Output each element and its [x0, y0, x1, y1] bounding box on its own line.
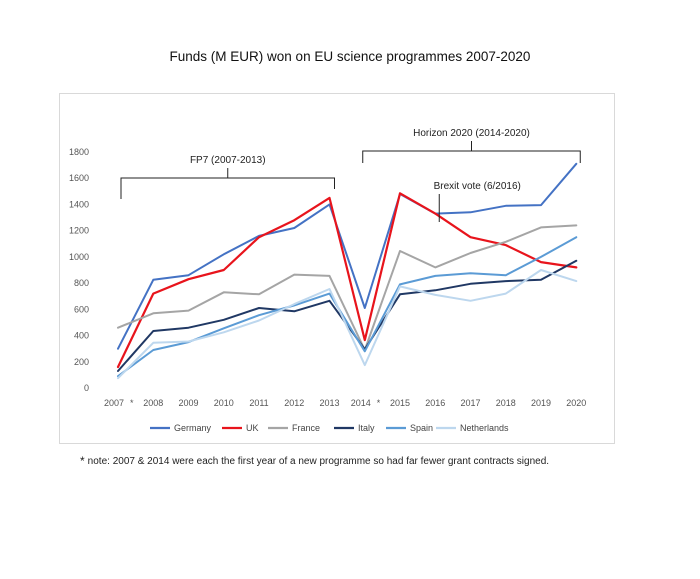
horizon-bracket	[362, 150, 581, 163]
x-tick-label: 2013	[319, 398, 339, 408]
x-tick-star: *	[130, 398, 134, 408]
y-tick-label: 1200	[69, 226, 89, 236]
y-tick-label: 1400	[69, 199, 89, 209]
legend-label-netherlands: Netherlands	[460, 423, 509, 433]
x-tick-label: 2011	[249, 398, 268, 408]
legend-label-italy: Italy	[358, 423, 375, 433]
x-tick-label: 2014	[351, 398, 371, 408]
x-tick-label: 2015	[390, 398, 410, 408]
series-line-netherlands	[117, 269, 578, 380]
x-tick-label: 2010	[214, 398, 234, 408]
asterisk-icon: *	[80, 454, 85, 468]
legend-label-germany: Germany	[174, 423, 212, 433]
footnote-text: note: 2007 & 2014 were each the first ye…	[87, 456, 550, 467]
x-tick-label: 2016	[425, 398, 445, 408]
legend-label-spain: Spain	[410, 423, 433, 433]
series-line-germany	[117, 162, 578, 350]
chart-frame	[59, 93, 615, 444]
x-tick-star: *	[377, 398, 381, 408]
y-tick-label: 400	[74, 331, 89, 341]
x-tick-label: 2019	[531, 398, 551, 408]
x-tick-label: 2007	[104, 398, 124, 408]
fp7-label: FP7 (2007-2013)	[190, 155, 266, 166]
series-line-france	[117, 224, 578, 351]
y-tick-label: 1800	[69, 147, 89, 157]
x-tick-label: 2020	[566, 398, 586, 408]
x-tick-label: 2018	[496, 398, 516, 408]
series-line-italy	[117, 259, 578, 372]
x-tick-label: 2012	[284, 398, 304, 408]
brexit-label: Brexit vote (6/2016)	[434, 181, 521, 192]
x-tick-label: 2009	[178, 398, 198, 408]
x-tick-label: 2008	[143, 398, 163, 408]
footnote: * note: 2007 & 2014 were each the first y…	[80, 454, 549, 468]
fp7-bracket	[120, 177, 335, 199]
x-tick-label: 2017	[460, 398, 480, 408]
y-tick-label: 1000	[69, 252, 89, 262]
y-tick-label: 1600	[69, 173, 89, 183]
y-tick-label: 0	[84, 383, 89, 393]
chart-title: Funds (M EUR) won on EU science programm…	[169, 49, 531, 64]
legend-label-france: France	[292, 423, 320, 433]
y-tick-label: 600	[74, 304, 89, 314]
horizon-label: Horizon 2020 (2014-2020)	[413, 128, 530, 139]
y-tick-label: 200	[74, 357, 89, 367]
legend-label-uk: UK	[246, 423, 259, 433]
y-tick-label: 800	[74, 278, 89, 288]
